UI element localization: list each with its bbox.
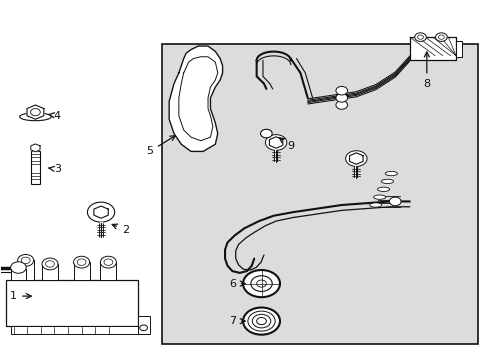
Polygon shape	[31, 144, 40, 152]
Circle shape	[87, 202, 115, 222]
Bar	[162, 44, 477, 344]
Circle shape	[335, 86, 347, 95]
Text: 8: 8	[423, 52, 429, 89]
Circle shape	[18, 255, 34, 266]
Circle shape	[260, 129, 272, 138]
Circle shape	[435, 33, 447, 41]
Circle shape	[335, 101, 347, 109]
Circle shape	[42, 258, 58, 270]
Polygon shape	[349, 153, 362, 164]
Polygon shape	[269, 137, 282, 148]
Circle shape	[104, 259, 113, 265]
Circle shape	[265, 135, 286, 150]
Polygon shape	[94, 206, 108, 218]
Text: 4: 4	[48, 111, 61, 121]
Text: 6: 6	[228, 279, 244, 289]
Circle shape	[77, 259, 86, 265]
Ellipse shape	[369, 203, 381, 207]
Text: 1: 1	[10, 291, 31, 301]
Circle shape	[45, 261, 54, 267]
Bar	[11, 327, 137, 334]
Circle shape	[30, 109, 40, 116]
Bar	[137, 316, 149, 334]
Bar	[455, 41, 461, 57]
Bar	[42, 264, 58, 280]
Bar	[31, 152, 40, 184]
Ellipse shape	[385, 171, 397, 176]
Circle shape	[140, 325, 147, 331]
Text: 5: 5	[146, 136, 175, 157]
Circle shape	[11, 262, 26, 273]
Polygon shape	[169, 46, 222, 152]
Circle shape	[256, 280, 266, 287]
Ellipse shape	[20, 113, 51, 121]
Polygon shape	[27, 105, 44, 119]
Ellipse shape	[373, 195, 385, 199]
Text: 9: 9	[279, 138, 294, 151]
Circle shape	[243, 270, 280, 297]
Circle shape	[21, 257, 30, 264]
Bar	[6, 280, 137, 327]
Circle shape	[100, 256, 116, 268]
Circle shape	[243, 307, 280, 335]
Text: 7: 7	[228, 316, 244, 326]
Circle shape	[388, 197, 400, 206]
Text: 3: 3	[48, 164, 61, 174]
Circle shape	[250, 276, 272, 292]
Ellipse shape	[377, 187, 389, 192]
Bar	[73, 262, 89, 280]
Circle shape	[335, 94, 347, 102]
Circle shape	[414, 33, 426, 41]
Text: 2: 2	[112, 224, 129, 235]
Circle shape	[345, 151, 366, 166]
Circle shape	[417, 35, 423, 39]
Bar	[100, 262, 116, 280]
Bar	[11, 269, 26, 280]
Circle shape	[73, 256, 89, 268]
Bar	[409, 37, 455, 60]
Circle shape	[438, 35, 444, 39]
Bar	[18, 260, 34, 280]
Ellipse shape	[381, 179, 393, 184]
